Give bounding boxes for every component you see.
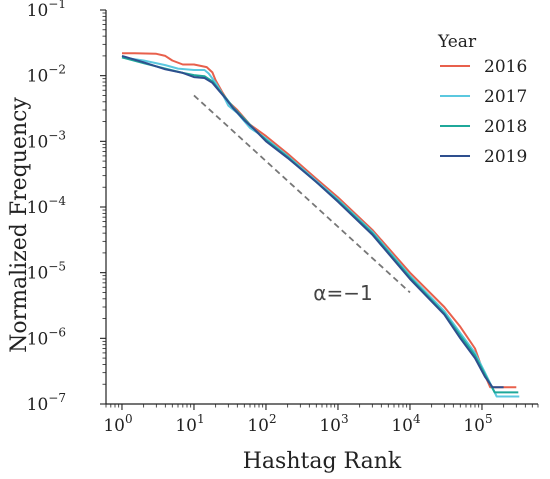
x-tick-label: 105 xyxy=(463,412,492,436)
reference-line-group: α=−1 xyxy=(193,94,411,305)
x-tick-label: 102 xyxy=(247,412,276,436)
x-axis-title: Hashtag Rank xyxy=(243,449,402,474)
reference-line xyxy=(193,94,411,294)
legend: Year 2016 2017 2018 2019 xyxy=(437,32,527,167)
y-tick-label: 10−1 xyxy=(27,0,66,21)
x-tick-label: 104 xyxy=(391,412,421,436)
x-tick-label: 103 xyxy=(319,412,348,436)
reference-line-label: α=−1 xyxy=(313,281,372,305)
y-tick-label: 10−3 xyxy=(27,128,66,152)
series-line-2019 xyxy=(121,54,504,389)
legend-label-2019: 2019 xyxy=(484,147,527,167)
y-tick-label: 10−7 xyxy=(27,391,66,415)
legend-label-2018: 2018 xyxy=(484,117,527,137)
x-tick-label: 101 xyxy=(175,412,204,436)
series-line-2018 xyxy=(121,56,519,394)
y-axis-title: Normalized Frequency xyxy=(7,97,32,353)
series-line-2016 xyxy=(122,52,517,389)
x-tick-label: 100 xyxy=(103,412,132,436)
y-tick-label: 10−4 xyxy=(27,194,67,218)
legend-title: Year xyxy=(437,32,477,52)
y-tick-label: 10−2 xyxy=(27,63,66,87)
legend-label-2017: 2017 xyxy=(484,87,527,107)
legend-label-2016: 2016 xyxy=(484,57,527,77)
y-tick-label: 10−6 xyxy=(27,325,66,349)
series-line-2017 xyxy=(121,56,520,398)
y-tick-label: 10−5 xyxy=(27,260,66,284)
series-group xyxy=(121,52,520,398)
